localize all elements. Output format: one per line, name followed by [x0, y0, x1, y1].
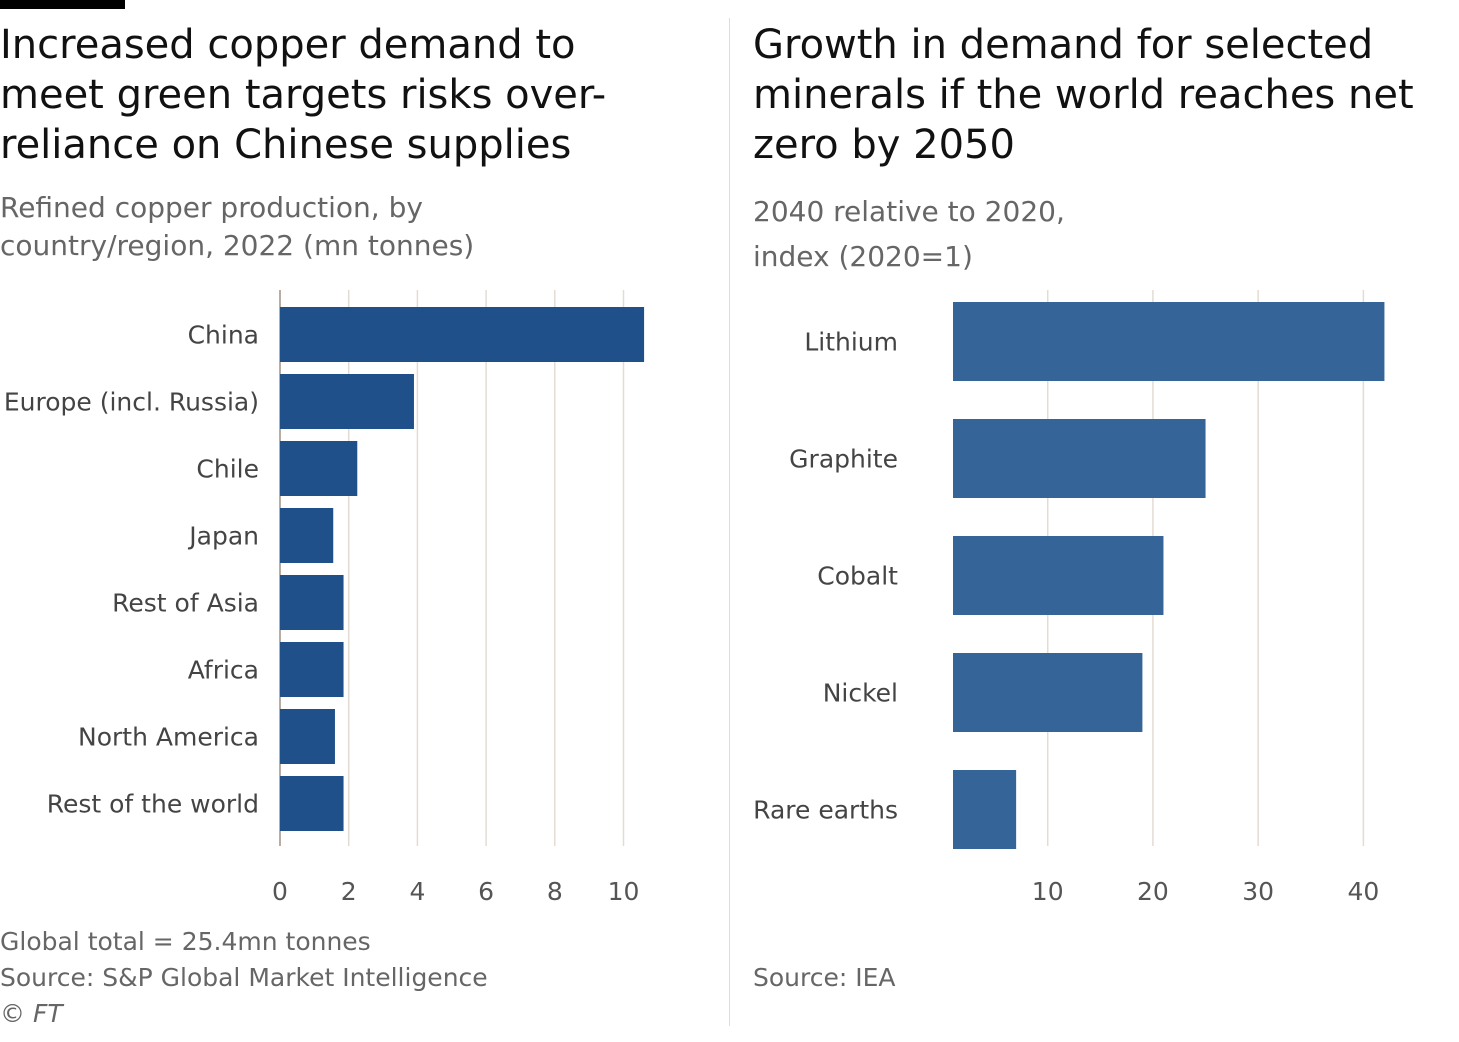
category-label: Japan — [187, 522, 259, 551]
right-chart-footer: Source: IEA — [753, 960, 896, 996]
bar — [953, 419, 1206, 498]
bar — [280, 709, 335, 764]
bar — [280, 374, 414, 429]
x-tick-label: 6 — [478, 877, 494, 906]
x-tick-label: 40 — [1347, 877, 1379, 906]
category-label: North America — [78, 723, 259, 752]
bar — [280, 508, 334, 563]
category-label: Europe (incl. Russia) — [4, 388, 259, 417]
x-tick-label: 10 — [608, 877, 640, 906]
category-label: China — [188, 321, 259, 350]
bar — [953, 770, 1017, 849]
category-label: Africa — [188, 656, 259, 685]
left-source-note: Source: S&P Global Market Intelligence — [0, 963, 488, 992]
category-label: Nickel — [823, 679, 898, 708]
x-tick-label: 20 — [1137, 877, 1169, 906]
bar — [280, 575, 344, 630]
category-label: Rest of the world — [47, 790, 259, 819]
bar — [280, 307, 645, 362]
x-tick-label: 30 — [1242, 877, 1274, 906]
x-tick-label: 10 — [1032, 877, 1064, 906]
category-label: Lithium — [804, 328, 898, 357]
category-label: Rest of Asia — [112, 589, 259, 618]
bar — [953, 302, 1385, 381]
right-source-note: Source: IEA — [753, 963, 896, 992]
category-label: Chile — [196, 455, 259, 484]
global-total-note: Global total = 25.4mn tonnes — [0, 927, 371, 956]
left-chart-footer: Global total = 25.4mn tonnes Source: S&P… — [0, 924, 488, 1032]
bar — [280, 776, 344, 831]
right-chart-subtitle: 2040 relative to 2020, index (2020=1) — [753, 195, 1065, 273]
ft-top-bar — [0, 0, 125, 9]
bar — [280, 441, 358, 496]
panel-divider — [729, 18, 730, 1026]
bar — [953, 653, 1143, 732]
left-chart-subtitle: Refined copper production, by country/re… — [0, 191, 475, 262]
right-chart-title: Growth in demand for selected minerals i… — [753, 22, 1414, 168]
bar — [953, 536, 1164, 615]
category-label: Cobalt — [817, 562, 898, 591]
x-tick-label: 4 — [409, 877, 425, 906]
ft-copyright: © FT — [0, 999, 63, 1028]
x-tick-label: 2 — [341, 877, 357, 906]
category-label: Rare earths — [753, 796, 898, 825]
left-chart-title: Increased copper demand to meet green ta… — [0, 22, 607, 168]
x-tick-label: 8 — [547, 877, 563, 906]
category-label: Graphite — [789, 445, 898, 474]
x-tick-label: 0 — [272, 877, 288, 906]
bar — [280, 642, 344, 697]
